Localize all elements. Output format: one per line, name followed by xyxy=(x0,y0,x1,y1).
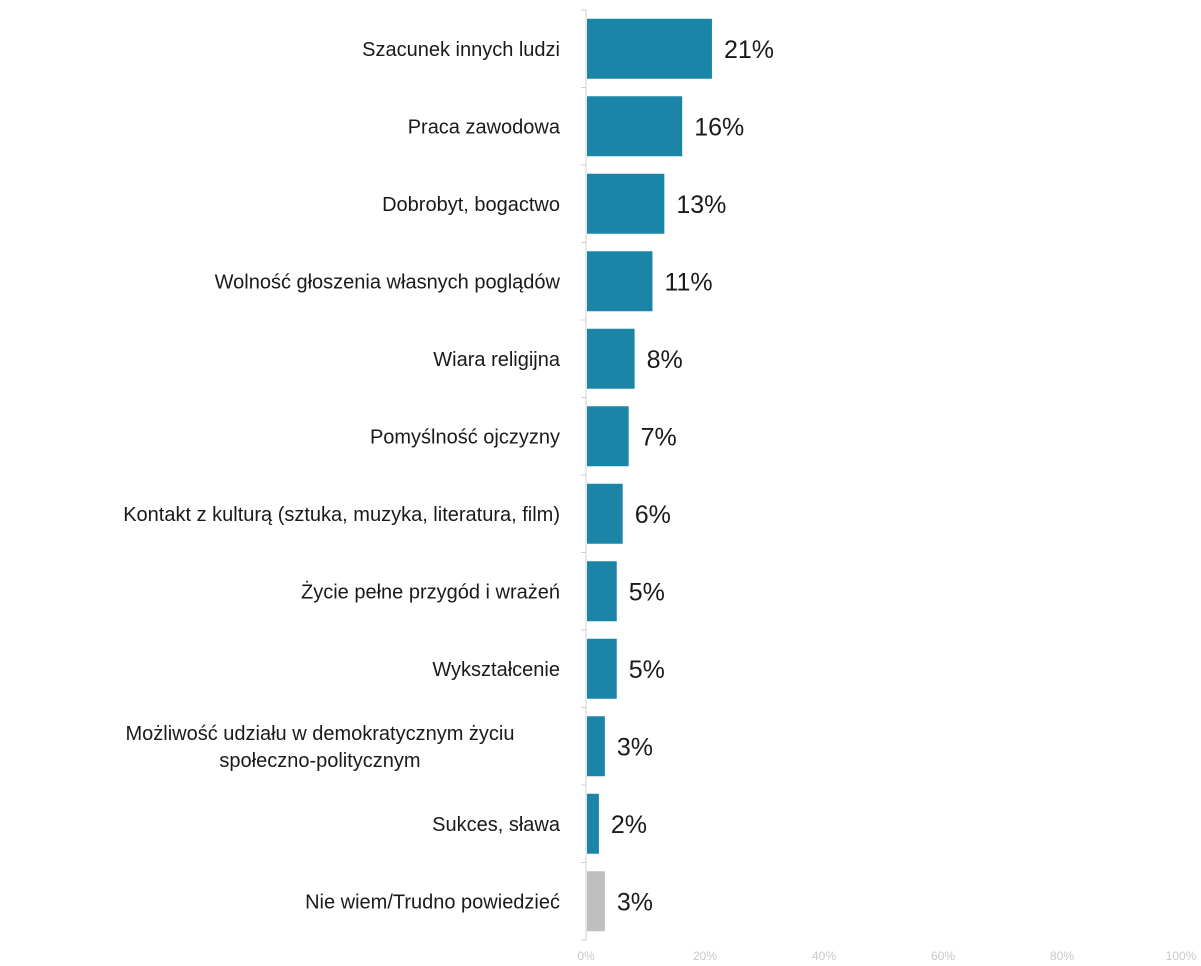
category-label-line: Nie wiem/Trudno powiedzieć xyxy=(305,891,560,913)
bars-layer xyxy=(581,9,712,941)
labels-layer: 21% Szacunek innych ludzi 16% Praca zawodow… xyxy=(123,36,774,917)
bar xyxy=(587,328,635,389)
bar xyxy=(587,561,617,622)
x-tick-label: 20% xyxy=(693,949,717,963)
value-label: 21% xyxy=(724,36,774,64)
category-label: Szacunek innych ludzi xyxy=(362,39,560,61)
bar xyxy=(587,638,617,699)
category-label-line: Wiara religijna xyxy=(433,349,561,371)
category-label: Możliwość udziału w demokratycznym życiu… xyxy=(125,723,514,772)
category-label: Dobrobyt, bogactwo xyxy=(382,194,560,216)
category-label-line: Praca zawodowa xyxy=(408,116,561,138)
value-label: 5% xyxy=(629,656,665,684)
bar xyxy=(587,483,623,544)
bar xyxy=(587,18,712,79)
value-label: 8% xyxy=(647,346,683,374)
value-label: 3% xyxy=(617,733,653,761)
bar xyxy=(587,406,629,467)
category-label-line: Dobrobyt, bogactwo xyxy=(382,194,560,216)
x-tick-label: 0% xyxy=(577,949,595,963)
category-label: Praca zawodowa xyxy=(408,116,561,138)
x-tick-label: 60% xyxy=(931,949,955,963)
value-label: 16% xyxy=(694,113,744,141)
value-label: 3% xyxy=(617,888,653,916)
bar xyxy=(587,716,605,777)
value-label: 5% xyxy=(629,578,665,606)
value-label: 11% xyxy=(664,268,712,296)
value-label: 7% xyxy=(641,423,677,451)
bar xyxy=(587,871,605,932)
category-label-line: Wykształcenie xyxy=(432,659,560,681)
category-label: Pomyślność ojczyzny xyxy=(370,426,560,448)
category-label-line: społeczno-politycznym xyxy=(219,750,420,772)
x-axis-ticks: 0% 20% 40% 60% 80% 100% xyxy=(577,949,1196,963)
x-tick-label: 100% xyxy=(1166,949,1197,963)
value-label: 13% xyxy=(676,191,726,219)
category-label-line: Szacunek innych ludzi xyxy=(362,39,560,61)
bar xyxy=(587,96,683,157)
value-label: 6% xyxy=(635,501,671,529)
category-label: Wolność głoszenia własnych poglądów xyxy=(215,271,561,293)
category-label: Wiara religijna xyxy=(433,349,561,371)
bar xyxy=(587,173,665,234)
category-label-line: Pomyślność ojczyzny xyxy=(370,426,560,448)
x-tick-label: 40% xyxy=(812,949,836,963)
bar xyxy=(587,251,653,312)
x-tick-label: 80% xyxy=(1050,949,1074,963)
category-label-line: Życie pełne przygód i wrażeń xyxy=(301,580,560,603)
category-label: Kontakt z kulturą (sztuka, muzyka, liter… xyxy=(123,504,560,526)
category-label: Sukces, sława xyxy=(432,814,561,836)
category-label: Wykształcenie xyxy=(432,659,560,681)
category-label-line: Sukces, sława xyxy=(432,814,561,836)
category-label: Życie pełne przygód i wrażeń xyxy=(301,580,560,603)
category-label: Nie wiem/Trudno powiedzieć xyxy=(305,891,560,913)
value-label: 2% xyxy=(611,811,647,839)
category-label-line: Wolność głoszenia własnych poglądów xyxy=(215,271,561,293)
bar xyxy=(587,793,599,854)
category-label-line: Kontakt z kulturą (sztuka, muzyka, liter… xyxy=(123,504,560,526)
category-label-line: Możliwość udziału w demokratycznym życiu xyxy=(125,723,514,745)
